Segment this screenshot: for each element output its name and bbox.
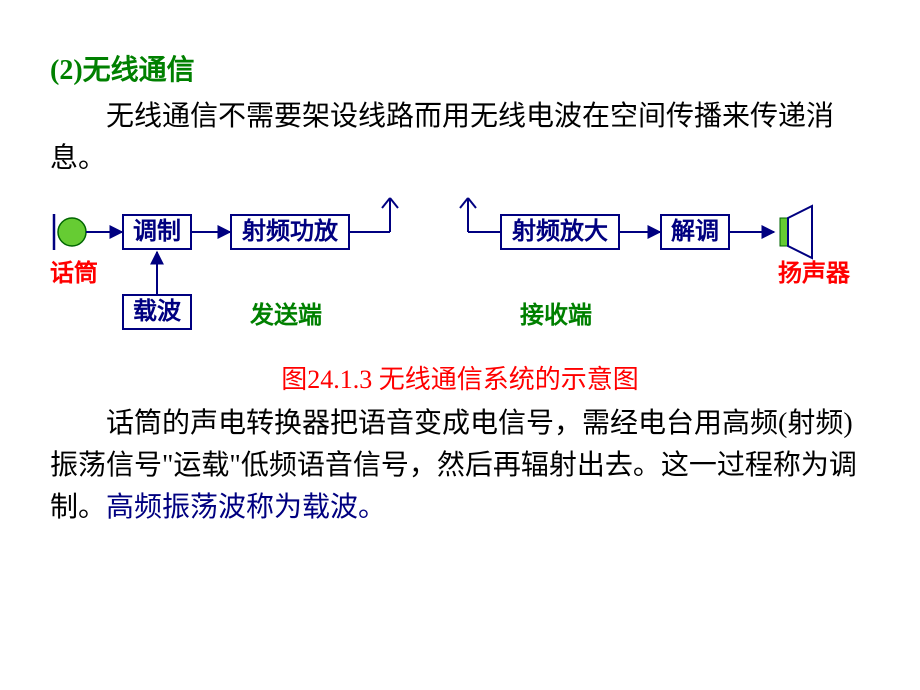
carrier-box: 载波 xyxy=(122,294,192,330)
microphone-label: 话筒 xyxy=(50,256,98,292)
demodulation-box: 解调 xyxy=(660,214,730,250)
explanation-paragraph: 话筒的声电转换器把语音变成电信号，需经电台用高频(射频)振荡信号"运载"低频语音… xyxy=(50,403,870,529)
receiver-label: 接收端 xyxy=(520,298,592,334)
modulation-box: 调制 xyxy=(122,214,192,250)
figure-caption: 图24.1.3 无线通信系统的示意图 xyxy=(50,360,870,399)
carrier-definition: 高频振荡波称为载波。 xyxy=(106,492,386,523)
transmitter-label: 发送端 xyxy=(250,298,322,334)
speaker-icon xyxy=(780,218,788,246)
wireless-system-diagram: 调制 射频功放 射频放大 解调 载波 话筒 扬声器 发送端 接收端 xyxy=(50,194,870,354)
intro-paragraph: 无线通信不需要架设线路而用无线电波在空间传播来传递消息。 xyxy=(50,96,870,180)
microphone-icon xyxy=(58,218,86,246)
section-heading: (2)无线通信 xyxy=(50,50,870,92)
rf-amp-rx-box: 射频放大 xyxy=(500,214,620,250)
speaker-label: 扬声器 xyxy=(778,256,850,292)
rf-amp-tx-box: 射频功放 xyxy=(230,214,350,250)
